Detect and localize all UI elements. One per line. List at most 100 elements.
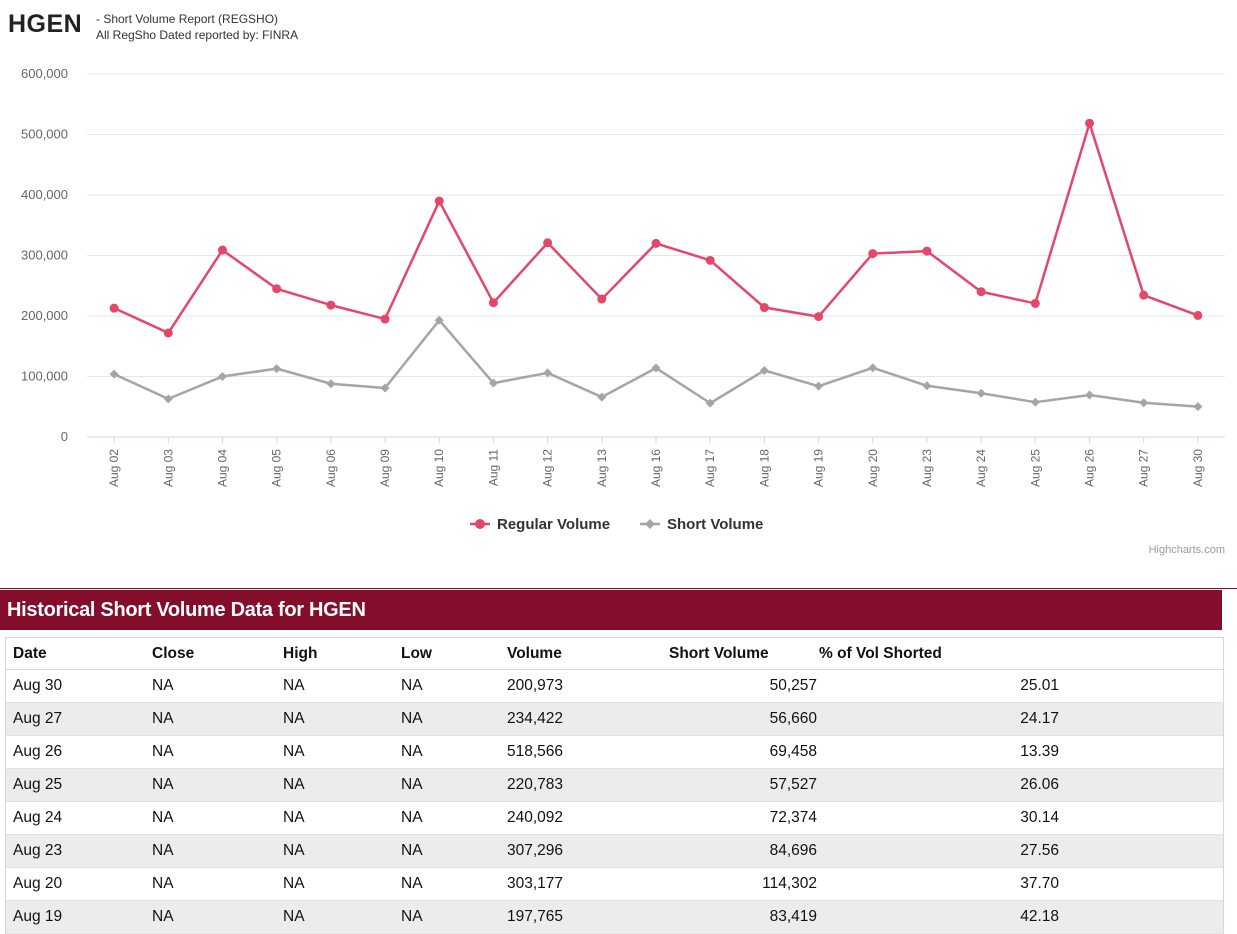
data-point[interactable] bbox=[705, 398, 715, 408]
data-point[interactable] bbox=[976, 388, 986, 398]
pct-shorted-value: 24.17 bbox=[1020, 710, 1059, 727]
chart-series bbox=[109, 118, 1203, 412]
short-volume-value: 69,458 bbox=[769, 743, 817, 760]
data-point[interactable] bbox=[543, 368, 553, 378]
data-point[interactable] bbox=[163, 394, 173, 404]
data-point[interactable] bbox=[380, 314, 390, 324]
table-row: Aug 26 NA NA NA 518,566 69,458 13.39 bbox=[6, 735, 1223, 769]
table-cell: 24.17 bbox=[819, 702, 1223, 736]
data-point[interactable] bbox=[163, 328, 173, 338]
chart-legend[interactable]: Regular Volume Short Volume bbox=[470, 516, 763, 533]
table-cell: Aug 30 bbox=[6, 669, 152, 703]
data-point[interactable] bbox=[1085, 390, 1095, 400]
data-point[interactable] bbox=[651, 363, 661, 373]
data-point[interactable] bbox=[272, 364, 282, 374]
table-cell: 26.06 bbox=[819, 768, 1223, 802]
table-cell: NA bbox=[283, 834, 401, 868]
report-subtitle: - Short Volume Report (REGSHO) All RegSh… bbox=[96, 11, 298, 43]
table-cell: 57,527 bbox=[669, 768, 819, 802]
table-cell: NA bbox=[283, 735, 401, 769]
data-point[interactable] bbox=[922, 246, 932, 256]
data-point[interactable] bbox=[434, 196, 444, 206]
table-cell: NA bbox=[401, 768, 507, 802]
table-cell: 69,458 bbox=[669, 735, 819, 769]
x-tick-label: Aug 26 bbox=[1083, 449, 1097, 487]
x-tick-label: Aug 09 bbox=[378, 449, 392, 487]
x-tick-label: Aug 13 bbox=[595, 449, 609, 487]
data-point[interactable] bbox=[1193, 310, 1203, 320]
y-tick-label: 500,000 bbox=[21, 127, 68, 142]
highcharts-credit-link[interactable]: Highcharts.com bbox=[1148, 544, 1225, 556]
data-point[interactable] bbox=[217, 245, 227, 255]
table-cell: NA bbox=[152, 669, 283, 703]
table-cell: NA bbox=[152, 900, 283, 934]
table-cell: 518,566 bbox=[507, 735, 669, 769]
table-cell: 307,296 bbox=[507, 834, 669, 868]
table-cell: 37.70 bbox=[819, 867, 1223, 901]
data-point[interactable] bbox=[1139, 398, 1149, 408]
data-point[interactable] bbox=[868, 363, 878, 373]
table-cell: Aug 23 bbox=[6, 834, 152, 868]
x-tick-label: Aug 02 bbox=[107, 449, 121, 487]
data-point[interactable] bbox=[651, 238, 661, 248]
table-cell: NA bbox=[401, 834, 507, 868]
table-cell: NA bbox=[152, 801, 283, 835]
y-tick-label: 100,000 bbox=[21, 369, 68, 384]
table-cell: NA bbox=[152, 867, 283, 901]
data-point[interactable] bbox=[380, 383, 390, 393]
pct-shorted-value: 27.56 bbox=[1020, 842, 1059, 859]
data-point[interactable] bbox=[488, 378, 498, 388]
data-point[interactable] bbox=[434, 315, 444, 325]
series-short-volume bbox=[109, 315, 1203, 412]
short-volume-table-container: Date Close High Low Volume Short Volume% of V… bbox=[5, 637, 1224, 934]
table-cell: NA bbox=[401, 867, 507, 901]
data-point[interactable] bbox=[488, 298, 498, 308]
data-point[interactable] bbox=[922, 381, 932, 391]
x-tick-label: Aug 27 bbox=[1137, 449, 1151, 487]
legend-circle-marker-icon bbox=[475, 519, 485, 529]
data-point[interactable] bbox=[1085, 118, 1095, 128]
data-point[interactable] bbox=[1139, 290, 1149, 300]
subtitle-line-1: - Short Volume Report (REGSHO) bbox=[96, 12, 279, 26]
table-cell: NA bbox=[283, 669, 401, 703]
data-point[interactable] bbox=[217, 372, 227, 381]
table-cell: NA bbox=[283, 768, 401, 802]
data-point[interactable] bbox=[272, 284, 282, 294]
data-point[interactable] bbox=[597, 294, 607, 304]
data-point[interactable] bbox=[597, 392, 607, 402]
data-point[interactable] bbox=[109, 369, 119, 379]
data-point[interactable] bbox=[814, 381, 824, 391]
data-point[interactable] bbox=[326, 379, 336, 389]
pct-shorted-value: 25.01 bbox=[1020, 677, 1059, 694]
data-point[interactable] bbox=[543, 238, 553, 248]
data-point[interactable] bbox=[326, 300, 336, 310]
data-point[interactable] bbox=[705, 255, 715, 265]
legend-item-regular-volume[interactable]: Regular Volume bbox=[470, 516, 610, 533]
table-cell: Aug 26 bbox=[6, 735, 152, 769]
data-point[interactable] bbox=[1030, 397, 1040, 407]
data-point[interactable] bbox=[1193, 402, 1203, 412]
data-point[interactable] bbox=[814, 312, 824, 322]
data-point[interactable] bbox=[1030, 298, 1040, 308]
short-volume-value: 57,527 bbox=[769, 776, 817, 793]
column-header-low: Low bbox=[401, 638, 507, 670]
x-axis-labels: Aug 02 Aug 03 Aug 04 Aug 05 Aug 06 Aug 09 Aug … bbox=[107, 437, 1205, 487]
table-cell: NA bbox=[283, 867, 401, 901]
data-point[interactable] bbox=[868, 249, 878, 259]
table-cell: 50,257 bbox=[669, 669, 819, 703]
table-cell: NA bbox=[283, 801, 401, 835]
section-divider bbox=[0, 588, 1237, 589]
legend-item-short-volume[interactable]: Short Volume bbox=[640, 516, 763, 533]
x-tick-label: Aug 19 bbox=[812, 449, 826, 487]
data-point[interactable] bbox=[759, 303, 769, 313]
table-cell: 200,973 bbox=[507, 669, 669, 703]
table-cell: NA bbox=[401, 669, 507, 703]
table-cell: 197,765 bbox=[507, 900, 669, 934]
table-cell: 27.56 bbox=[819, 834, 1223, 868]
x-tick-label: Aug 16 bbox=[649, 449, 663, 487]
x-tick-label: Aug 12 bbox=[541, 449, 555, 487]
data-point[interactable] bbox=[759, 365, 769, 375]
short-volume-value: 50,257 bbox=[769, 677, 817, 694]
data-point[interactable] bbox=[976, 287, 986, 297]
data-point[interactable] bbox=[109, 303, 119, 313]
